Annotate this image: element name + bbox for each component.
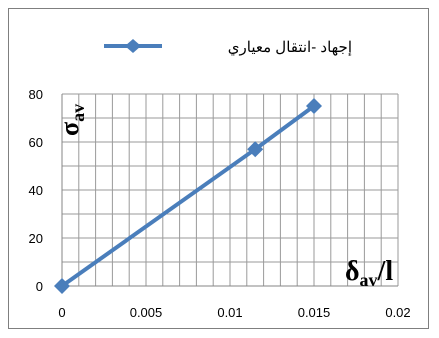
y-tick-label: 80 [29, 87, 43, 102]
y-axis-label: σav [55, 104, 88, 136]
series-line [60, 104, 316, 288]
x-label-sub: av [360, 270, 378, 290]
legend: إجهاد -انتقال معياري [104, 39, 352, 56]
y-label-main: σ [55, 122, 84, 136]
y-label-sub: av [68, 104, 88, 122]
x-tick-label: 0.015 [298, 305, 331, 320]
legend-marker [125, 39, 141, 53]
x-tick-label: 0.01 [217, 305, 242, 320]
y-tick-label: 60 [29, 135, 43, 150]
x-label-suffix: /l [377, 256, 394, 287]
y-tick-label: 40 [29, 183, 43, 198]
series-layer [54, 98, 322, 294]
x-axis-label: δav/l [345, 256, 393, 290]
axes [61, 94, 398, 287]
data-point-marker [306, 98, 322, 114]
x-label-main: δ [345, 256, 360, 287]
data-point-marker [247, 141, 264, 158]
x-tick-label: 0.005 [130, 305, 163, 320]
tick-labels: 0 0.005 0.01 0.015 0.02 0 20 40 60 80 [29, 87, 411, 320]
x-tick-label: 0.02 [385, 305, 410, 320]
y-tick-label: 0 [36, 279, 43, 294]
x-tick-label: 0 [58, 305, 65, 320]
y-tick-label: 20 [29, 231, 43, 246]
legend-label: إجهاد -انتقال معياري [228, 39, 352, 56]
data-point-marker [54, 278, 70, 294]
